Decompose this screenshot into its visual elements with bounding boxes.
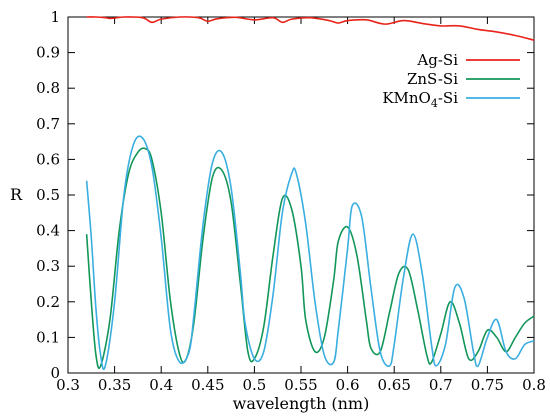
y-tick-label: 0: [50, 364, 60, 382]
legend-label-ag-si: Ag-Si: [416, 51, 458, 69]
x-tick-label: 0.5: [242, 376, 266, 394]
y-tick-label: 1: [50, 8, 60, 26]
legend-label-kmno4-si: KMnO4-Si: [382, 89, 458, 110]
x-tick-label: 0.7: [429, 376, 453, 394]
y-tick-label: 0.2: [36, 293, 60, 311]
series-line-ag-si: [86, 16, 535, 41]
x-tick-label: 0.6: [336, 376, 360, 394]
x-axis-title: wavelength (nm): [233, 394, 370, 413]
y-tick-label: 0.7: [36, 115, 60, 133]
x-tick-label: 0.4: [149, 376, 173, 394]
y-axis-title: R: [10, 185, 23, 204]
y-tick-label: 0.4: [36, 222, 60, 240]
legend-label-subscript: 4: [431, 97, 438, 110]
x-tick-label: 0.65: [377, 376, 410, 394]
x-tick-label: 0.35: [98, 376, 131, 394]
y-tick-label: 0.6: [36, 150, 60, 168]
y-tick-label: 0.9: [36, 44, 60, 62]
x-tick-label: 0.75: [471, 376, 504, 394]
x-tick-label: 0.3: [56, 376, 80, 394]
legend-label-zns-si: ZnS-Si: [407, 70, 458, 88]
x-tick-label: 0.45: [191, 376, 224, 394]
legend-label-main: ZnS-Si: [407, 70, 458, 88]
y-tick-label: 0.1: [36, 328, 60, 346]
series-line-kmno4-si: [85, 135, 535, 371]
x-tick-label: 0.8: [522, 376, 546, 394]
y-tick-label: 0.8: [36, 79, 60, 97]
legend-label-suffix: -Si: [438, 89, 458, 107]
y-tick-label: 0.5: [36, 186, 60, 204]
series-lines: [85, 16, 535, 371]
legend-label-main: Ag-Si: [416, 51, 458, 69]
axis-ticks: 0.3 0.35 0.4 0.45 0.5 0.55 0.6 0.65 0.7 0.75 0.800…: [36, 8, 546, 394]
legend-label-main: KMnO: [382, 89, 431, 107]
series-line-zns-si: [85, 147, 535, 370]
x-tick-label: 0.55: [284, 376, 317, 394]
y-tick-label: 0.3: [36, 257, 60, 275]
